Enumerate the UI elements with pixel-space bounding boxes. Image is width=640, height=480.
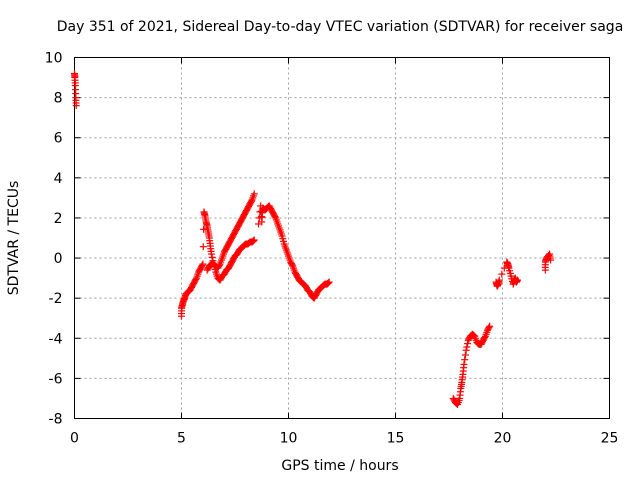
y-tick-label: -8	[49, 412, 63, 428]
data-point-marker	[198, 261, 206, 269]
data-point-marker	[513, 276, 521, 284]
data-point-marker	[460, 360, 468, 368]
data-point-marker	[325, 278, 333, 286]
y-tick-label: 6	[54, 131, 63, 147]
y-ticks: -8 -6 -4 -2 0 2 4 6 8 10	[45, 51, 610, 428]
data-point-marker	[481, 334, 489, 342]
data-point-marker	[324, 279, 332, 287]
y-tick-label: -6	[49, 371, 63, 387]
data-point-marker	[461, 351, 469, 359]
data-point-marker	[486, 322, 494, 330]
data-point-marker	[215, 261, 223, 269]
data-point-marker	[200, 225, 208, 233]
data-point-marker	[192, 275, 200, 283]
x-ticks: 0 5 10 15 20 25	[70, 57, 619, 447]
y-tick-label: 8	[54, 91, 63, 107]
x-tick-label: 25	[601, 431, 619, 447]
data-points	[71, 70, 555, 408]
y-tick-label: 4	[54, 171, 63, 187]
grid-lines	[74, 57, 610, 419]
data-point-marker	[250, 236, 258, 244]
data-point-marker	[207, 250, 215, 258]
y-tick-label: 0	[54, 251, 63, 267]
data-point-marker	[461, 356, 469, 364]
data-point-marker	[271, 213, 279, 221]
data-point-marker	[249, 237, 257, 245]
plot-frame	[74, 57, 610, 419]
y-axis-label: SDTVAR / TECUs	[6, 181, 22, 296]
data-point-marker	[462, 346, 470, 354]
data-point-marker	[463, 343, 471, 351]
x-axis-label: GPS time / hours	[281, 458, 398, 474]
data-point-marker	[485, 324, 493, 332]
chart-title: Day 351 of 2021, Sidereal Day-to-day VTE…	[57, 19, 624, 35]
data-point-marker	[495, 276, 503, 284]
x-tick-label: 10	[280, 431, 298, 447]
y-tick-label: -4	[49, 331, 63, 347]
data-point-marker	[199, 260, 207, 268]
data-point-marker	[547, 256, 555, 264]
data-point-marker	[498, 270, 506, 278]
x-tick-label: 5	[177, 431, 186, 447]
data-point-marker	[208, 253, 216, 261]
x-tick-label: 20	[494, 431, 512, 447]
data-point-marker	[247, 197, 255, 205]
data-point-marker	[199, 243, 207, 251]
y-tick-label: 10	[45, 51, 63, 67]
x-tick-label: 15	[387, 431, 405, 447]
data-point-marker	[250, 190, 258, 198]
data-point-marker	[72, 102, 80, 110]
data-point-marker	[324, 279, 332, 287]
x-tick-label: 0	[70, 431, 79, 447]
data-point-marker	[250, 237, 258, 245]
data-point-marker	[288, 261, 296, 269]
y-tick-label: -2	[49, 291, 63, 307]
y-tick-label: 2	[54, 211, 63, 227]
data-point-marker	[464, 340, 472, 348]
